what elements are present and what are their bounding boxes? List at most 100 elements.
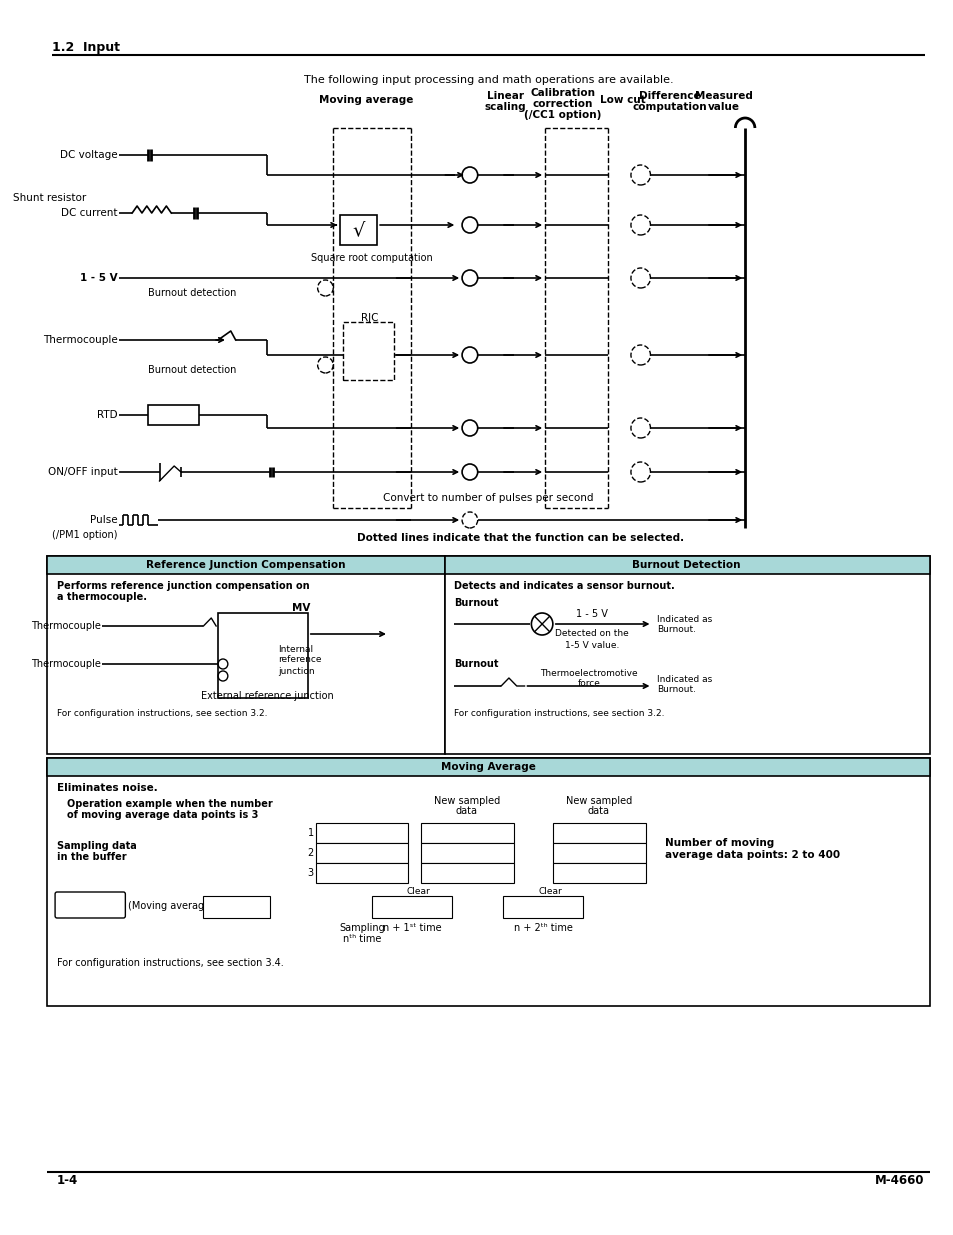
Text: 3: 3: [307, 868, 314, 878]
Text: Clear: Clear: [406, 887, 430, 895]
Bar: [502, 897, 582, 918]
Text: 10.0 mV: 10.0 mV: [341, 827, 381, 839]
Text: Measured: Measured: [694, 91, 752, 101]
Text: Moving average: Moving average: [319, 95, 414, 105]
Text: Indicated as: Indicated as: [657, 615, 712, 624]
Text: Square root computation: Square root computation: [311, 253, 433, 263]
Text: reference: reference: [278, 656, 322, 664]
Bar: [343, 322, 394, 380]
Text: New sampled: New sampled: [565, 797, 631, 806]
Text: 10.0 mV: 10.0 mV: [578, 827, 618, 839]
Text: 1.2  Input: 1.2 Input: [52, 41, 120, 53]
Text: Shunt resistor: Shunt resistor: [13, 193, 86, 203]
Bar: [48, 556, 444, 574]
Text: Linear: Linear: [486, 91, 523, 101]
Bar: [48, 758, 928, 1007]
Bar: [315, 863, 408, 883]
Text: Burnout detection: Burnout detection: [148, 366, 236, 375]
Text: MV: MV: [292, 603, 310, 613]
Bar: [315, 823, 408, 844]
Text: junction: junction: [278, 667, 314, 676]
Text: of moving average data points is 3: of moving average data points is 3: [67, 810, 258, 820]
Text: value: value: [707, 103, 739, 112]
Text: New sampled: New sampled: [434, 797, 499, 806]
Text: External reference junction: External reference junction: [200, 692, 333, 701]
Text: Calibration: Calibration: [530, 88, 595, 98]
Text: data: data: [456, 806, 477, 816]
Text: data: data: [587, 806, 609, 816]
Text: Thermocouple: Thermocouple: [31, 659, 101, 669]
Text: Convert to number of pulses per second: Convert to number of pulses per second: [383, 493, 593, 503]
Bar: [420, 863, 514, 883]
Text: average data points: 2 to 400: average data points: 2 to 400: [664, 850, 840, 860]
Bar: [218, 613, 308, 698]
Text: Thermoelectromotive: Thermoelectromotive: [539, 668, 638, 678]
Text: Internal: Internal: [278, 645, 314, 653]
Text: a thermocouple.: a thermocouple.: [57, 592, 147, 601]
Bar: [372, 897, 452, 918]
Text: force: force: [577, 679, 599, 688]
Text: Burnout: Burnout: [454, 598, 498, 608]
Text: Operation example when the number: Operation example when the number: [67, 799, 273, 809]
Text: ON/OFF input: ON/OFF input: [48, 467, 117, 477]
Text: Number of moving: Number of moving: [664, 839, 774, 848]
Text: in the buffer: in the buffer: [57, 852, 127, 862]
Bar: [315, 844, 408, 863]
Text: 10.0 mV: 10.0 mV: [392, 902, 432, 911]
Text: 15.0 mV: 15.0 mV: [578, 848, 618, 858]
Text: Sampling: Sampling: [339, 923, 385, 932]
Text: 1: 1: [307, 827, 314, 839]
Text: RJC: RJC: [360, 312, 377, 324]
Bar: [444, 556, 928, 755]
Text: Thermocouple: Thermocouple: [43, 335, 117, 345]
Text: √: √: [352, 221, 364, 240]
Text: correction: correction: [532, 99, 592, 109]
Text: 1 - 5 V: 1 - 5 V: [576, 609, 607, 619]
Text: 2: 2: [307, 848, 314, 858]
Bar: [420, 844, 514, 863]
Text: Difference: Difference: [639, 91, 700, 101]
Text: 5.0 mV: 5.0 mV: [219, 902, 253, 911]
Bar: [48, 758, 928, 776]
Text: Low cut: Low cut: [599, 95, 645, 105]
Text: 1 - 5 V: 1 - 5 V: [80, 273, 117, 283]
Text: DC voltage: DC voltage: [60, 149, 117, 161]
Bar: [339, 215, 376, 245]
Text: Burnout: Burnout: [454, 659, 498, 669]
Text: (Moving average): (Moving average): [128, 902, 213, 911]
Bar: [203, 897, 270, 918]
Text: (/PM1 option): (/PM1 option): [52, 530, 117, 540]
Text: Moving Average: Moving Average: [440, 762, 536, 772]
Text: 11.7 mV: 11.7 mV: [522, 902, 563, 911]
Text: The following input processing and math operations are available.: The following input processing and math …: [303, 75, 673, 85]
Text: 1-4: 1-4: [57, 1173, 78, 1187]
Text: Burnout Detection: Burnout Detection: [632, 559, 740, 571]
Text: Burnout detection: Burnout detection: [148, 288, 236, 298]
Text: Thermocouple: Thermocouple: [31, 621, 101, 631]
Text: For configuration instructions, see section 3.4.: For configuration instructions, see sect…: [57, 958, 283, 968]
Text: computation: computation: [632, 103, 706, 112]
Text: Burnout.: Burnout.: [657, 685, 696, 694]
Text: DC current: DC current: [61, 207, 117, 219]
Text: (/CC1 option): (/CC1 option): [523, 110, 600, 120]
Bar: [148, 405, 198, 425]
Bar: [553, 823, 645, 844]
Text: Detects and indicates a sensor burnout.: Detects and indicates a sensor burnout.: [454, 580, 675, 592]
Text: 10.0 mV: 10.0 mV: [446, 848, 487, 858]
Text: 10.0 mV: 10.0 mV: [578, 868, 618, 878]
Text: Performs reference junction compensation on: Performs reference junction compensation…: [57, 580, 310, 592]
Text: Dotted lines indicate that the function can be selected.: Dotted lines indicate that the function …: [356, 534, 683, 543]
Text: Sampling data: Sampling data: [57, 841, 136, 851]
Bar: [444, 556, 928, 574]
Text: Burnout.: Burnout.: [657, 625, 696, 635]
Text: nᵗʰ time: nᵗʰ time: [343, 934, 381, 944]
Text: n + 2ᵗʰ time: n + 2ᵗʰ time: [513, 923, 572, 932]
Text: RTD: RTD: [97, 410, 117, 420]
Text: n + 1ˢᵗ time: n + 1ˢᵗ time: [382, 923, 441, 932]
Bar: [420, 823, 514, 844]
Text: Pulse: Pulse: [90, 515, 117, 525]
Bar: [48, 556, 444, 755]
Text: 1-5 V value.: 1-5 V value.: [564, 641, 618, 650]
Text: 5.0 mV: 5.0 mV: [449, 868, 484, 878]
Text: value: value: [78, 909, 103, 919]
